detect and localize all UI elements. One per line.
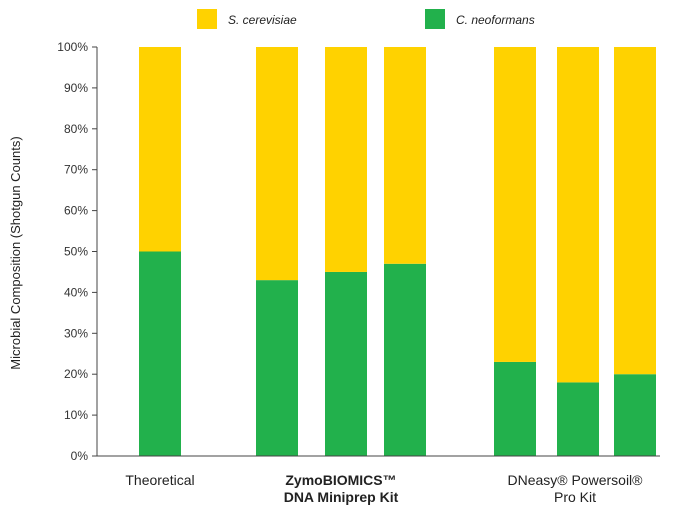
bar-segment-s-cerevisiae bbox=[256, 47, 298, 281]
bar-segment-c-neoformans bbox=[139, 251, 181, 456]
bar-segment-c-neoformans bbox=[384, 263, 426, 456]
bar-segment-s-cerevisiae bbox=[494, 47, 536, 362]
x-category-label: DNeasy® Powersoil® bbox=[507, 472, 643, 488]
x-category-label: ZymoBIOMICS™ bbox=[285, 472, 396, 488]
y-tick-label: 50% bbox=[64, 245, 88, 259]
bar-segment-s-cerevisiae bbox=[557, 47, 599, 383]
bar-segment-c-neoformans bbox=[614, 374, 656, 456]
bar-segment-c-neoformans bbox=[494, 361, 536, 456]
y-tick-label: 20% bbox=[64, 367, 88, 381]
x-category-label: Pro Kit bbox=[554, 489, 596, 505]
bar-segment-s-cerevisiae bbox=[614, 47, 656, 375]
legend: S. cerevisiae C. neoformans bbox=[197, 9, 535, 29]
y-tick-label: 30% bbox=[64, 326, 88, 340]
y-tick-label: 60% bbox=[64, 204, 88, 218]
y-tick-label: 70% bbox=[64, 163, 88, 177]
bars bbox=[97, 47, 660, 457]
y-tick-label: 0% bbox=[71, 449, 89, 463]
bar-segment-s-cerevisiae bbox=[139, 47, 181, 252]
legend-label: C. neoformans bbox=[456, 13, 535, 27]
legend-swatch bbox=[197, 9, 217, 29]
legend-swatch bbox=[425, 9, 445, 29]
y-tick-label: 90% bbox=[64, 81, 88, 95]
bar-segment-c-neoformans bbox=[557, 382, 599, 456]
y-axis: 0% 10% 20% 30% 40% 50% 60% 70% 80% 90% 100% bbox=[57, 40, 98, 463]
x-category-label: Theoretical bbox=[125, 472, 194, 488]
bar-segment-c-neoformans bbox=[325, 271, 367, 456]
bar-segment-s-cerevisiae bbox=[384, 47, 426, 264]
legend-label: S. cerevisiae bbox=[228, 13, 297, 27]
y-tick-label: 80% bbox=[64, 122, 88, 136]
bar-segment-c-neoformans bbox=[256, 280, 298, 456]
bar-segment-s-cerevisiae bbox=[325, 47, 367, 272]
y-tick-label: 40% bbox=[64, 285, 88, 299]
y-tick-label: 100% bbox=[57, 40, 88, 54]
y-tick-label: 10% bbox=[64, 408, 88, 422]
x-category-label: DNA Miniprep Kit bbox=[284, 489, 399, 505]
y-axis-label: Microbial Composition (Shotgun Counts) bbox=[8, 136, 23, 369]
